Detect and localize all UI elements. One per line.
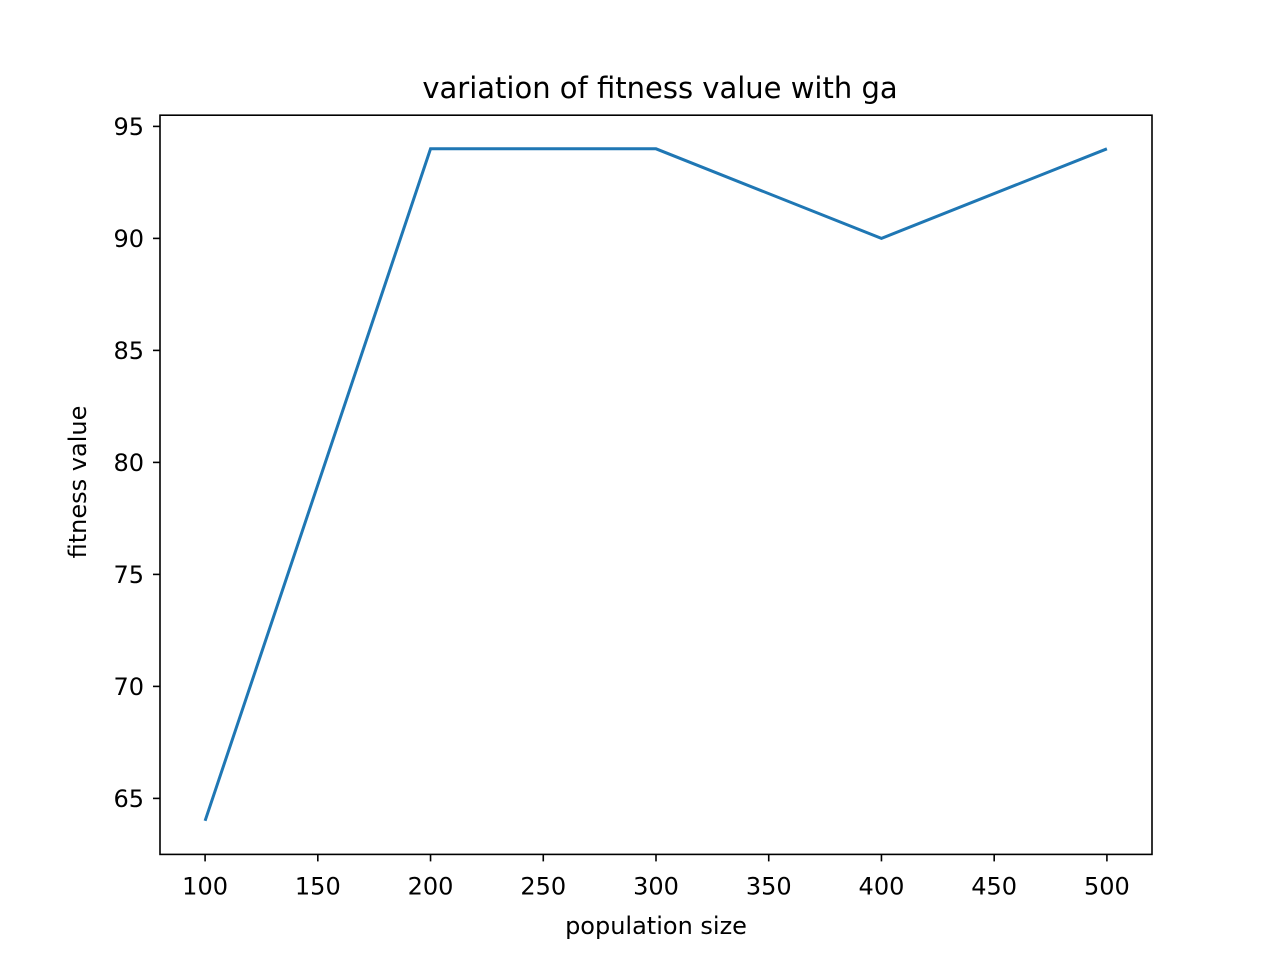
- x-tick-label: 350: [746, 872, 792, 900]
- x-tick-label: 250: [520, 872, 566, 900]
- y-tick-label: 90: [113, 225, 144, 253]
- y-tick-label: 95: [113, 113, 144, 141]
- chart-title: variation of fitness value with ga: [422, 71, 897, 105]
- x-tick-label: 150: [295, 872, 341, 900]
- y-tick-label: 70: [113, 673, 144, 701]
- x-tick-label: 450: [971, 872, 1017, 900]
- y-axis-title: fitness value: [64, 406, 92, 559]
- y-tick-label: 75: [113, 561, 144, 589]
- x-tick-label: 500: [1084, 872, 1130, 900]
- x-tick-label: 300: [633, 872, 679, 900]
- x-tick-label: 100: [182, 872, 228, 900]
- x-tick-label: 200: [408, 872, 454, 900]
- plot-area-frame: [159, 114, 1153, 856]
- x-axis-title: population size: [565, 912, 747, 940]
- x-tick-label: 400: [859, 872, 905, 900]
- y-tick-label: 80: [113, 449, 144, 477]
- series-layer: [203, 147, 1108, 822]
- axis-ticks: 100 150 200 250 300 350 400 450 500 65 70 75 80 85 90 9…: [113, 113, 1129, 901]
- y-tick-label: 65: [113, 785, 144, 813]
- series-line: [203, 147, 1108, 822]
- y-tick-label: 85: [113, 337, 144, 365]
